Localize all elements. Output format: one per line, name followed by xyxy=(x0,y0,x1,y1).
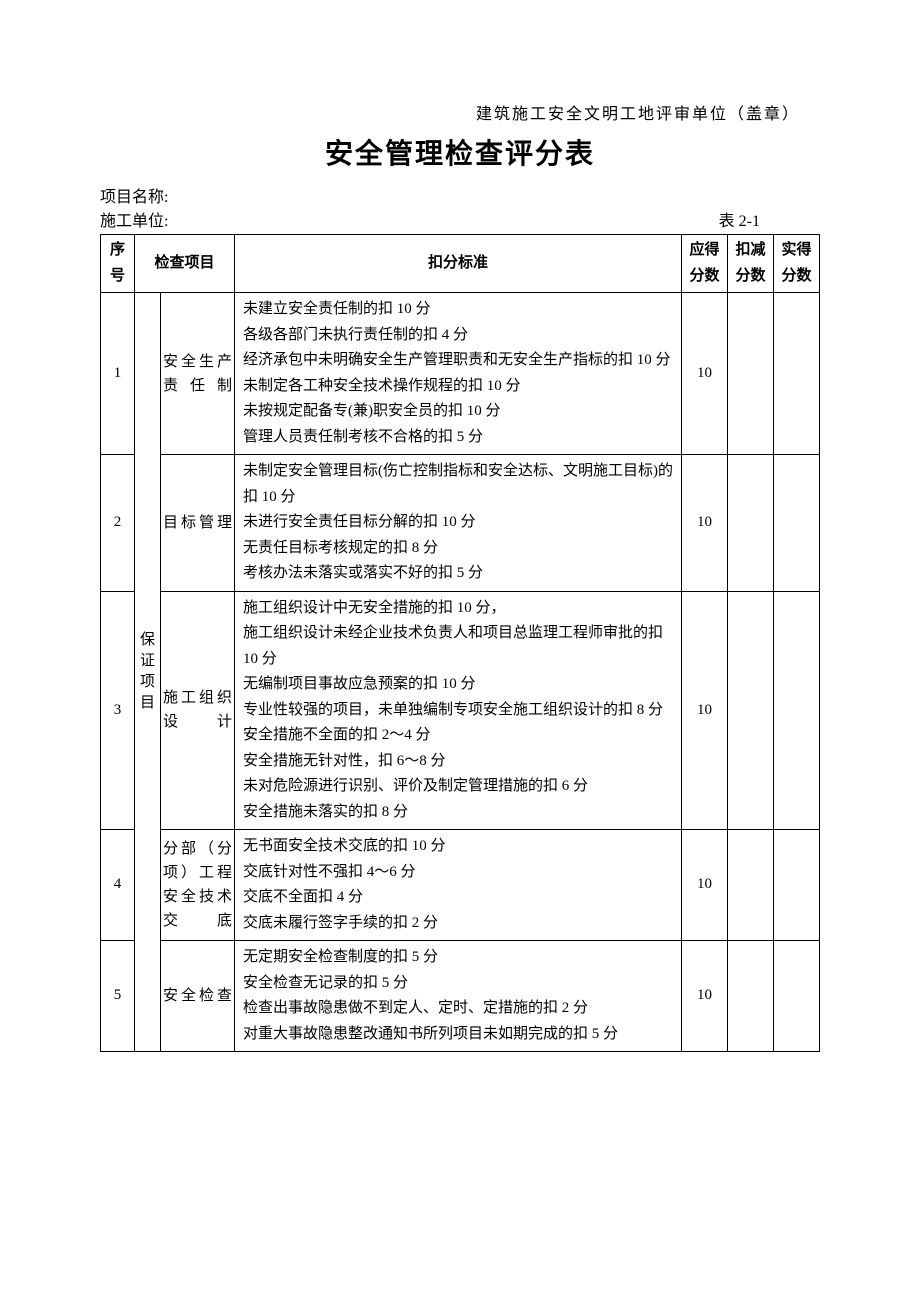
item-cell: 安全检查 xyxy=(161,941,235,1052)
table-row: 2 目标管理 未制定安全管理目标(伤亡控制指标和安全达标、文明施工目标)的扣 1… xyxy=(101,455,820,592)
project-label: 项目名称: xyxy=(100,186,168,210)
actual-cell xyxy=(774,455,820,592)
criteria-cell: 无书面安全技术交底的扣 10 分交底针对性不强扣 4～6 分交底不全面扣 4 分… xyxy=(235,830,682,941)
page-title: 安全管理检查评分表 xyxy=(100,132,820,172)
criteria-cell: 施工组织设计中无安全措施的扣 10 分，施工组织设计未经企业技术负责人和项目总监… xyxy=(235,591,682,830)
col-actual-score: 实得分数 xyxy=(774,235,820,293)
col-should-score: 应得分数 xyxy=(682,235,728,293)
table-row: 4 分部（分项）工程安全技术交 底 无书面安全技术交底的扣 10 分交底针对性不… xyxy=(101,830,820,941)
deduct-cell xyxy=(728,293,774,455)
actual-cell xyxy=(774,591,820,830)
col-criteria: 扣分标准 xyxy=(235,235,682,293)
criteria-cell: 无定期安全检查制度的扣 5 分安全检查无记录的扣 5 分检查出事故隐患做不到定人… xyxy=(235,941,682,1052)
actual-cell xyxy=(774,830,820,941)
deduct-cell xyxy=(728,455,774,592)
table-row: 1 保证项目 安全生产责任制 未建立安全责任制的扣 10 分各级各部门未执行责任… xyxy=(101,293,820,455)
item-cell: 目标管理 xyxy=(161,455,235,592)
item-cell: 施工组织设 计 xyxy=(161,591,235,830)
table-header-row: 序号 检查项目 扣分标准 应得分数 扣减分数 实得分数 xyxy=(101,235,820,293)
item-cell: 分部（分项）工程安全技术交 底 xyxy=(161,830,235,941)
seq-cell: 4 xyxy=(101,830,135,941)
table-number: 表 2-1 xyxy=(719,210,820,234)
actual-cell xyxy=(774,293,820,455)
category-cell: 保证项目 xyxy=(135,293,161,1052)
scoring-table: 序号 检查项目 扣分标准 应得分数 扣减分数 实得分数 1 保证项目 安全生产责… xyxy=(100,234,820,1052)
actual-cell xyxy=(774,941,820,1052)
item-cell: 安全生产责任制 xyxy=(161,293,235,455)
col-check-item: 检查项目 xyxy=(135,235,235,293)
deduct-cell xyxy=(728,941,774,1052)
col-deduct-score: 扣减分数 xyxy=(728,235,774,293)
header-note: 建筑施工安全文明工地评审单位（盖章） xyxy=(100,100,820,124)
should-cell: 10 xyxy=(682,830,728,941)
unit-label: 施工单位: xyxy=(100,210,168,234)
table-row: 5 安全检查 无定期安全检查制度的扣 5 分安全检查无记录的扣 5 分检查出事故… xyxy=(101,941,820,1052)
should-cell: 10 xyxy=(682,591,728,830)
deduct-cell xyxy=(728,830,774,941)
should-cell: 10 xyxy=(682,941,728,1052)
seq-cell: 1 xyxy=(101,293,135,455)
col-seq: 序号 xyxy=(101,235,135,293)
should-cell: 10 xyxy=(682,455,728,592)
should-cell: 10 xyxy=(682,293,728,455)
table-row: 3 施工组织设 计 施工组织设计中无安全措施的扣 10 分，施工组织设计未经企业… xyxy=(101,591,820,830)
criteria-cell: 未制定安全管理目标(伤亡控制指标和安全达标、文明施工目标)的扣 10 分未进行安… xyxy=(235,455,682,592)
criteria-cell: 未建立安全责任制的扣 10 分各级各部门未执行责任制的扣 4 分经济承包中未明确… xyxy=(235,293,682,455)
seq-cell: 5 xyxy=(101,941,135,1052)
deduct-cell xyxy=(728,591,774,830)
seq-cell: 2 xyxy=(101,455,135,592)
seq-cell: 3 xyxy=(101,591,135,830)
